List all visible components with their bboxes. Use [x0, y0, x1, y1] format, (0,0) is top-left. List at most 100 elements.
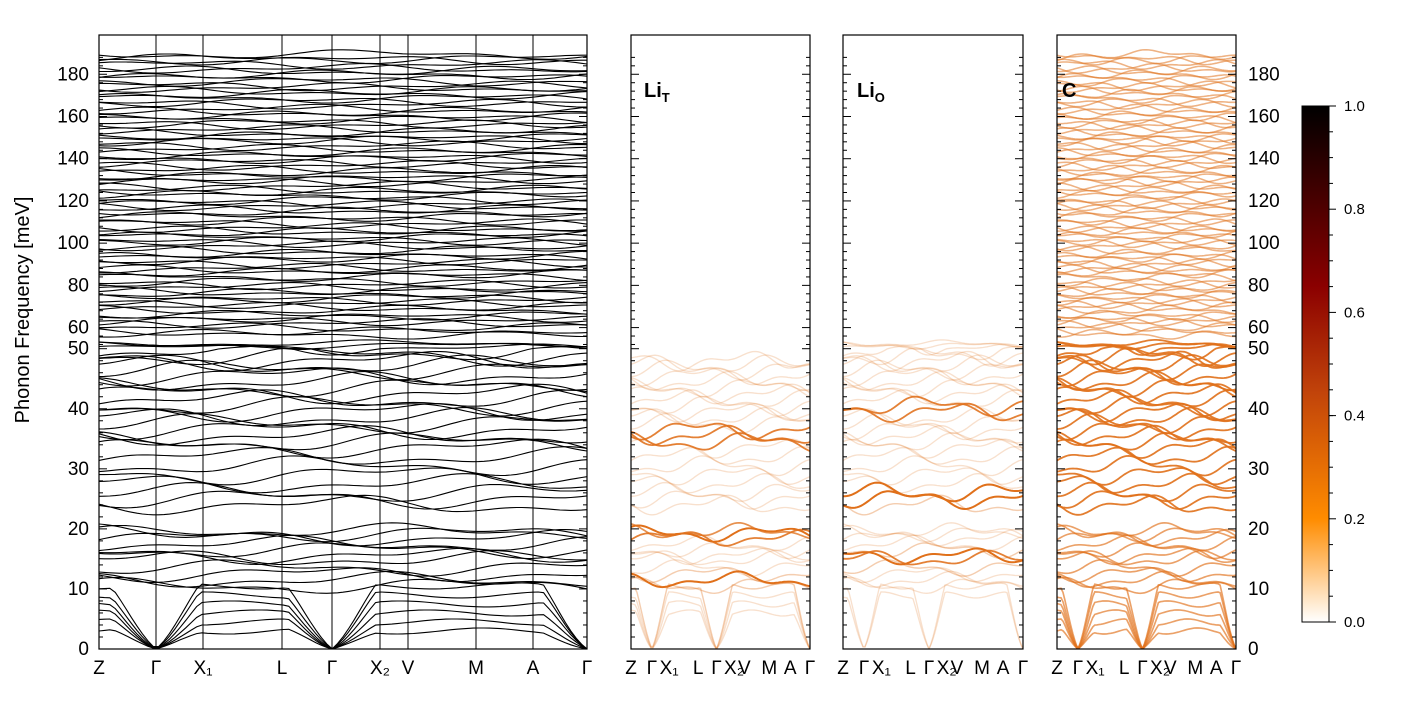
projected-band: [1057, 549, 1236, 566]
projected-band: [1057, 147, 1236, 158]
phonon-band: [99, 383, 587, 405]
projected-band: [843, 522, 1023, 540]
phonon-band: [99, 403, 587, 423]
phonon-band: [99, 164, 587, 174]
projected-band: [631, 467, 810, 486]
phonon-band: [99, 524, 587, 543]
phonon-band: [99, 309, 587, 321]
axis-labels: 0102030405060801001201401601800102030405…: [57, 64, 1279, 679]
phonon-band: [99, 279, 587, 291]
kpoint-label: A: [784, 658, 797, 679]
kpoint-label: X₁: [872, 658, 891, 679]
projected-band: [1057, 218, 1236, 230]
projected-band: [843, 549, 1023, 566]
phonon-band: [99, 286, 587, 296]
projected-band: [1057, 528, 1236, 547]
y-tick-label: 40: [1248, 399, 1269, 420]
projected-band: [1057, 347, 1236, 367]
y-tick-label: 160: [1248, 106, 1280, 127]
projected-band: [1057, 196, 1236, 206]
projected-band: [631, 350, 810, 372]
projected-band: [1057, 467, 1236, 486]
projected-band: [843, 339, 1023, 348]
y-tick-label: 140: [57, 149, 89, 170]
phonon-band: [99, 97, 587, 108]
projected-band: [1057, 119, 1236, 131]
phonon-band: [99, 282, 587, 293]
y-tick-label: 0: [78, 639, 89, 660]
colorbar-tick-label: 0.0: [1344, 614, 1365, 631]
phonon-band: [99, 171, 587, 183]
projected-band: [1057, 97, 1236, 108]
phonon-band: [99, 124, 587, 135]
kpoint-label: Γ: [711, 658, 721, 679]
projected-band: [1057, 106, 1236, 117]
y-tick-label: 100: [57, 233, 89, 254]
projected-band: [1057, 570, 1236, 588]
projected-band: [843, 406, 1023, 427]
projected-band: [631, 549, 810, 566]
projected-band: [843, 345, 1023, 361]
projected-band: [1057, 216, 1236, 226]
phonon-band: [99, 167, 587, 178]
phonon-band: [99, 389, 587, 407]
colorbar: [1301, 105, 1330, 623]
kpoint-label: A: [1210, 658, 1223, 679]
projected-band: [1057, 206, 1236, 218]
projected-band: [1057, 313, 1236, 324]
phonon-band: [99, 406, 587, 427]
y-tick-label: 20: [1248, 519, 1269, 540]
projected-band: [843, 528, 1023, 547]
phonon-band: [99, 211, 587, 222]
projected-band: [631, 490, 810, 510]
phonon-band: [99, 304, 587, 315]
phonon-band: [99, 318, 587, 329]
phonon-band: [99, 339, 587, 348]
phonon-band: [99, 396, 587, 417]
projected-band: [631, 406, 810, 427]
panel-label-li-t: LiT: [644, 80, 670, 105]
kpoint-label: L: [693, 658, 704, 679]
projected-band: [843, 422, 1023, 441]
kpoint-label: Γ: [1231, 658, 1241, 679]
panel-frame: [842, 34, 1024, 650]
phonon-band: [99, 119, 587, 129]
projected-band: [631, 528, 810, 547]
projected-band: [1057, 157, 1236, 169]
phonon-band: [99, 591, 587, 649]
y-tick-label: 60: [68, 318, 89, 339]
phonon-band: [99, 367, 587, 387]
projected-band: [1057, 80, 1236, 92]
projected-band: [1057, 328, 1236, 340]
projected-band: [631, 367, 810, 387]
projected-band: [1057, 159, 1236, 171]
projected-band: [843, 576, 1023, 594]
projected-band: [1057, 534, 1236, 552]
kpoint-label: Γ: [1073, 658, 1083, 679]
projected-band: [1057, 58, 1236, 70]
phonon-band: [99, 140, 587, 152]
projected-band: [631, 395, 810, 417]
projected-band: [1057, 339, 1236, 348]
phonon-band: [99, 218, 587, 230]
y-tick-label: 10: [68, 579, 89, 600]
projected-band: [631, 481, 810, 502]
phonon-band: [99, 350, 587, 372]
projected-band: [843, 481, 1023, 503]
projected-band: [1057, 77, 1236, 87]
projected-band: [631, 424, 810, 446]
phonon-band: [99, 576, 587, 594]
phonon-band: [99, 377, 587, 398]
y-tick-label: 30: [1248, 459, 1269, 480]
kpoint-label: V: [1164, 658, 1177, 679]
projected-band: [1057, 521, 1236, 540]
projected-band: [631, 494, 810, 516]
phonon-band: [99, 88, 587, 100]
panel-label-li-o: LiO: [857, 80, 885, 105]
y-tick-label: 160: [57, 106, 89, 127]
projected-band: [1057, 225, 1236, 235]
projected-band: [1057, 88, 1236, 100]
phonon-band: [99, 160, 587, 171]
projected-band: [1057, 279, 1236, 291]
phonon-band: [99, 119, 587, 131]
